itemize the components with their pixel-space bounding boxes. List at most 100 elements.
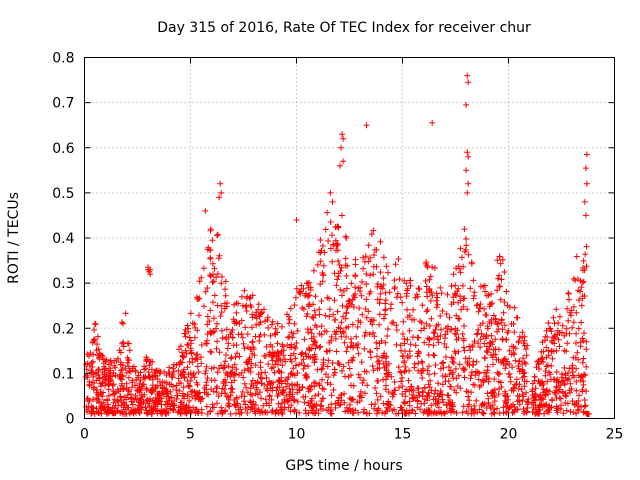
data-point [269, 387, 276, 394]
data-point [258, 310, 264, 317]
data-point [393, 410, 400, 417]
data-point [449, 358, 456, 365]
data-point [488, 320, 495, 327]
data-point [111, 396, 118, 403]
data-point [444, 291, 451, 298]
data-point [365, 242, 372, 249]
data-point [327, 189, 334, 196]
data-point [154, 395, 161, 402]
data-point [363, 271, 370, 277]
data-point [583, 151, 590, 158]
data-point [313, 407, 320, 414]
data-point [333, 348, 340, 355]
data-point [385, 269, 391, 276]
data-point [342, 262, 349, 269]
data-point [312, 392, 319, 399]
data-point [401, 359, 407, 366]
data-point [223, 334, 230, 341]
data-point [329, 360, 336, 366]
data-point [262, 396, 269, 403]
data-point [274, 340, 281, 347]
data-point [288, 341, 295, 348]
x-axis-label: GPS time / hours [285, 458, 402, 474]
data-point [232, 371, 239, 378]
data-point [569, 364, 575, 371]
data-point [217, 180, 224, 187]
data-point [432, 362, 439, 368]
x-tick-label: 10 [288, 427, 306, 443]
data-point [117, 393, 124, 400]
data-point [222, 382, 229, 389]
data-point [481, 340, 488, 347]
data-point [428, 410, 435, 417]
data-point [184, 378, 191, 385]
data-point [224, 372, 231, 379]
data-point [294, 382, 301, 389]
data-point [412, 342, 419, 349]
data-point [524, 342, 531, 349]
data-point [286, 316, 293, 323]
data-point [106, 372, 113, 379]
data-point [311, 383, 318, 390]
data-point [377, 238, 384, 245]
data-point [324, 348, 331, 355]
data-point [495, 346, 502, 353]
data-point [208, 365, 215, 372]
data-point [95, 372, 102, 379]
data-point [465, 79, 472, 86]
data-point [181, 395, 187, 402]
data-point [532, 385, 539, 392]
data-point [264, 317, 271, 323]
data-point [132, 392, 139, 399]
data-point [163, 372, 170, 379]
data-point [429, 119, 436, 126]
data-point [317, 281, 324, 288]
data-point [228, 379, 235, 386]
data-point [449, 371, 456, 378]
data-point [389, 407, 396, 414]
data-point [286, 385, 293, 392]
data-point [581, 371, 587, 378]
data-point [370, 227, 377, 234]
data-point [247, 391, 254, 398]
data-point [138, 391, 145, 398]
data-point [576, 297, 582, 304]
data-point [434, 294, 441, 301]
data-point [257, 331, 264, 338]
data-point [570, 319, 577, 326]
data-point [468, 410, 475, 417]
data-point [90, 373, 97, 380]
data-point [443, 344, 450, 351]
data-point [386, 289, 393, 296]
data-point [357, 319, 364, 326]
data-point [491, 376, 498, 383]
data-point [555, 379, 562, 386]
data-point [188, 409, 195, 416]
data-point [185, 371, 192, 378]
data-point [293, 285, 300, 292]
data-point [303, 290, 310, 297]
data-point [165, 393, 172, 400]
data-point [239, 334, 246, 341]
data-point [407, 383, 414, 390]
data-point [184, 364, 191, 371]
data-point [102, 377, 108, 383]
data-point [339, 328, 346, 335]
data-point [338, 392, 344, 398]
data-point [248, 304, 255, 310]
data-point [325, 357, 332, 364]
data-point [229, 334, 236, 341]
data-point [499, 256, 506, 263]
data-point [334, 276, 341, 283]
data-point [201, 389, 208, 396]
data-point [523, 409, 530, 416]
data-point [202, 368, 209, 374]
data-point [484, 349, 491, 356]
data-point [279, 341, 286, 348]
data-point [378, 337, 385, 344]
data-point [211, 377, 218, 384]
data-point [378, 283, 385, 290]
data-point [399, 383, 406, 390]
data-point [376, 311, 383, 318]
data-point [569, 398, 576, 405]
